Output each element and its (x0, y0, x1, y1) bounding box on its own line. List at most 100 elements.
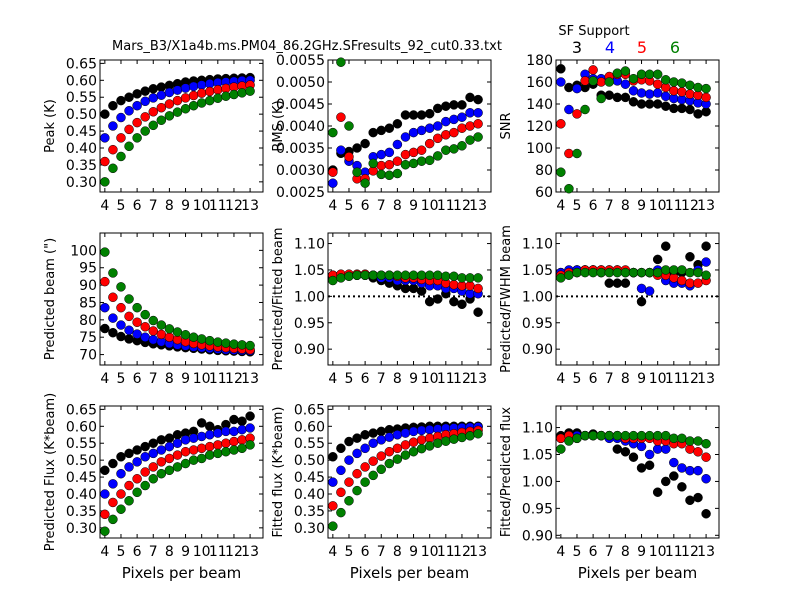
data-point (196, 431, 207, 442)
data-point (408, 158, 419, 169)
data-point (701, 473, 711, 484)
data-point (108, 292, 118, 303)
data-point (100, 133, 110, 143)
data-point (100, 489, 110, 499)
data-point (116, 331, 126, 342)
data-point (612, 278, 623, 288)
x-tick-label: 11 (665, 198, 683, 214)
x-tick-label: 5 (117, 544, 126, 560)
data-point (473, 119, 483, 129)
data-point (148, 462, 159, 472)
data-point (156, 457, 167, 467)
x-tick-label: 12 (225, 544, 243, 560)
data-point (677, 275, 687, 286)
data-point (124, 496, 134, 506)
data-point (108, 327, 118, 338)
data-point (652, 88, 663, 98)
series-6 (328, 57, 483, 188)
data-point (432, 294, 443, 304)
series-6 (556, 66, 711, 194)
data-point (213, 448, 223, 459)
y-tick-label: 75 (79, 330, 97, 346)
data-point (100, 509, 110, 520)
data-point (360, 477, 370, 487)
x-tick-label: 12 (225, 198, 243, 214)
data-point (588, 430, 598, 441)
data-point (580, 430, 590, 441)
data-point (432, 270, 443, 280)
data-point (636, 296, 647, 307)
data-point (685, 278, 695, 288)
data-point (148, 315, 159, 326)
data-point (416, 156, 427, 166)
data-point (344, 152, 354, 162)
data-point (628, 97, 639, 107)
data-point (100, 276, 110, 287)
data-point (384, 432, 395, 442)
data-point (140, 112, 150, 122)
x-tick-label: 7 (605, 198, 614, 214)
y-tick-label: 0.65 (66, 56, 97, 72)
data-point (344, 455, 354, 465)
x-axis-label: Pixels per beam (350, 564, 470, 582)
data-point (360, 178, 370, 188)
data-point (172, 85, 183, 95)
data-point (628, 267, 639, 278)
data-point (156, 82, 167, 92)
data-point (116, 468, 126, 479)
legend: SF Support 3 4 5 6 (558, 24, 680, 57)
data-point (100, 526, 110, 536)
data-point (245, 440, 255, 450)
data-point (652, 254, 663, 265)
data-point (416, 435, 427, 445)
data-point (140, 332, 150, 342)
data-point (100, 323, 110, 334)
data-point (424, 155, 435, 166)
data-point (693, 492, 703, 503)
data-point (213, 428, 223, 438)
data-point (408, 270, 419, 280)
x-tick-label: 13 (697, 371, 715, 387)
data-point (132, 302, 142, 313)
data-point (644, 286, 655, 296)
data-point (457, 299, 467, 310)
data-point (701, 241, 711, 251)
data-point (660, 444, 671, 454)
data-point (368, 438, 378, 448)
data-point (449, 271, 459, 282)
x-tick-label: 4 (556, 198, 565, 214)
data-point (384, 123, 395, 133)
data-point (424, 123, 435, 133)
data-point (221, 446, 231, 457)
x-tick-label: 7 (377, 198, 386, 214)
data-point (237, 435, 247, 445)
data-point (100, 109, 110, 119)
data-point (685, 495, 695, 506)
data-point (457, 141, 467, 151)
data-point (116, 95, 126, 106)
x-tick-label: 11 (665, 544, 683, 560)
data-point (449, 114, 459, 125)
data-point (701, 270, 711, 280)
data-point (392, 119, 403, 129)
data-point (392, 430, 403, 440)
data-point (644, 89, 655, 99)
data-point (172, 107, 183, 117)
x-tick-label: 7 (605, 544, 614, 560)
data-point (188, 445, 199, 455)
data-point (465, 135, 475, 145)
data-point (376, 160, 387, 171)
data-point (140, 86, 150, 96)
x-tick-label: 13 (697, 544, 715, 560)
plot-area (555, 232, 720, 366)
data-point (376, 464, 387, 475)
data-point (604, 267, 615, 278)
data-point (604, 90, 615, 100)
data-point (180, 93, 191, 103)
data-point (564, 104, 574, 115)
y-tick-label: 0.40 (294, 487, 325, 503)
series-6 (328, 429, 483, 531)
data-point (204, 86, 215, 97)
legend-entry-6: 6 (670, 38, 680, 57)
